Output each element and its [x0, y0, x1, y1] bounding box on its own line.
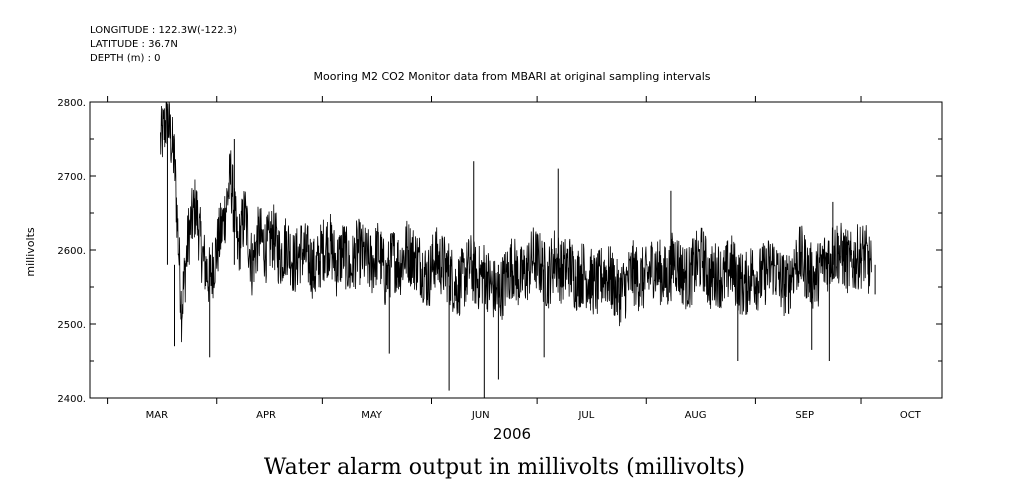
x-tick-label: JUN	[471, 410, 490, 421]
y-tick-label: 2500.	[57, 320, 86, 331]
series-layer	[160, 101, 876, 398]
x-tick-label: AUG	[685, 410, 707, 421]
depth-label: DEPTH (m) : 0	[90, 53, 161, 64]
x-tick-label: SEP	[795, 410, 814, 421]
longitude-label: LONGITUDE : 122.3W(-122.3)	[90, 25, 237, 36]
x-tick-label: MAY	[361, 410, 383, 421]
x-axis-ticks: MAR APR MAY JUN JUL AUG SEP OCT	[107, 96, 922, 421]
y-tick-label: 2400.	[57, 394, 86, 405]
series-line	[160, 101, 872, 343]
y-tick-label: 2800.	[57, 98, 86, 109]
y-axis-label: millivolts	[24, 227, 37, 277]
chart-title: Mooring M2 CO2 Monitor data from MBARI a…	[314, 70, 711, 83]
x-tick-label: JUL	[577, 410, 594, 421]
chart-caption: Water alarm output in millivolts (milliv…	[263, 455, 746, 480]
x-axis-label: 2006	[493, 425, 531, 443]
y-tick-label: 2700.	[57, 172, 86, 183]
y-axis-ticks: 2400. 2500. 2600. 2700. 2800.	[57, 98, 942, 405]
latitude-label: LATITUDE : 36.7N	[90, 39, 178, 50]
location-metadata: LONGITUDE : 122.3W(-122.3) LATITUDE : 36…	[90, 24, 237, 66]
y-tick-label: 2600.	[57, 246, 86, 257]
co2-monitor-chart: Mooring M2 CO2 Monitor data from MBARI a…	[24, 70, 943, 443]
x-tick-label: MAR	[146, 410, 168, 421]
x-tick-label: APR	[256, 410, 276, 421]
x-tick-label: OCT	[900, 410, 922, 421]
